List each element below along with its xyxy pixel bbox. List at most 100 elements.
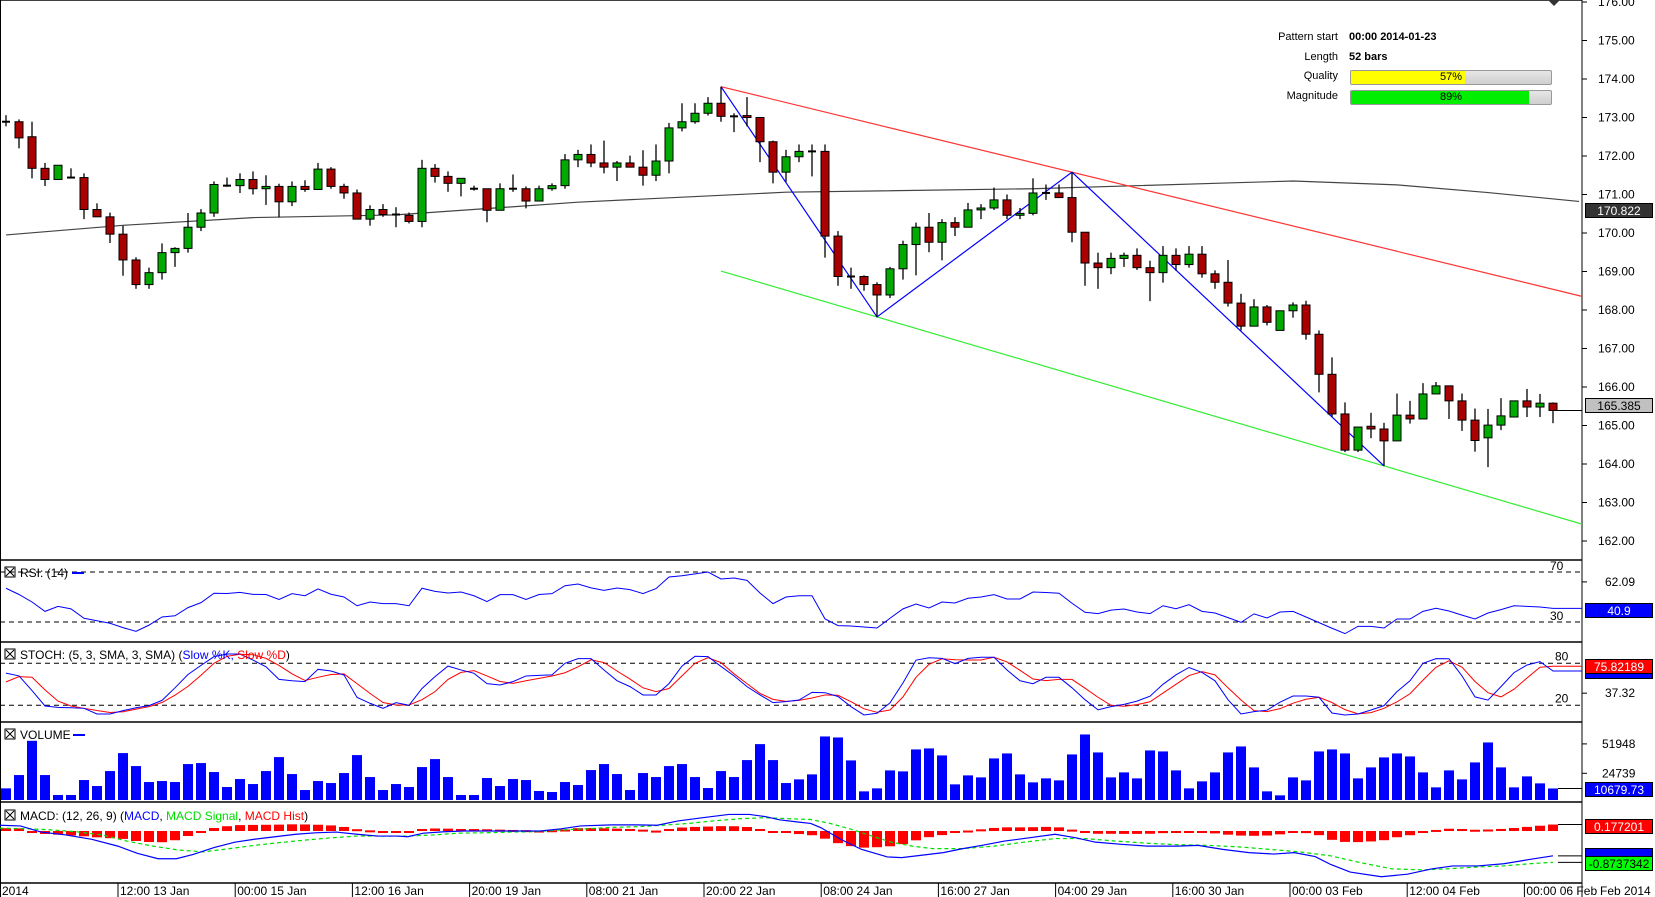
macd-hist-bar	[690, 826, 700, 831]
volume-bar	[768, 760, 778, 800]
candle-up	[1496, 415, 1506, 426]
candle-down	[742, 115, 752, 118]
macd-hist-bar	[14, 828, 24, 831]
macd-hist-bar	[157, 831, 167, 843]
candle-up	[495, 188, 505, 211]
magnitude-percent: 89%	[1439, 91, 1463, 103]
macd-hist-bar	[1327, 831, 1337, 840]
macd-hist-bar	[339, 826, 349, 831]
volume-value-box: 10679.73	[1585, 782, 1653, 797]
macd-sep: ,	[238, 809, 245, 823]
volume-bar	[963, 775, 973, 800]
volume-bar	[911, 749, 921, 800]
macd-hist-bar	[53, 831, 63, 835]
quality-percent: 57%	[1439, 71, 1463, 83]
volume-bar	[872, 788, 882, 800]
volume-bar	[378, 790, 388, 800]
volume-bar	[144, 782, 154, 800]
macd-hist-bar	[1522, 826, 1532, 831]
candle-up	[1119, 254, 1129, 259]
candle-up	[573, 153, 583, 161]
macd-hist-bar	[924, 831, 934, 838]
time-tick-label: 16:00 27 Jan	[940, 884, 1009, 897]
panel-menu-arrow-icon[interactable]	[1548, 0, 1560, 6]
volume-bar	[625, 790, 635, 800]
volume-bar	[950, 784, 960, 800]
volume-bar	[118, 753, 128, 800]
stoch-panel[interactable]: 80 20 37.32	[0, 649, 1635, 716]
macd-signal-value-box: -0.8737342	[1585, 856, 1653, 871]
close-panel-icon[interactable]	[4, 566, 16, 578]
length-value: 52 bars	[1349, 51, 1388, 63]
volume-bar	[1548, 788, 1558, 800]
quality-label: Quality	[1303, 70, 1338, 82]
volume-bar	[924, 748, 934, 800]
macd-hist-bar	[1405, 831, 1415, 836]
macd-hist-bar	[586, 828, 596, 831]
candle-down	[14, 121, 24, 139]
macd-hist-bar	[27, 831, 37, 833]
price-tick-label: 176.00	[1598, 0, 1635, 9]
volume-panel[interactable]: 51948 24739	[1, 734, 1636, 800]
volume-tick-label: 24739	[1602, 766, 1636, 780]
volume-bar	[1015, 774, 1025, 800]
macd-hist-bar	[1015, 827, 1025, 831]
stoch-header: STOCH: (5, 3, SMA, 3, SMA) (Slow %K, Slo…	[4, 648, 290, 662]
magnitude-label: Magnitude	[1286, 90, 1338, 102]
candle-down	[833, 235, 843, 278]
candle-up	[1015, 212, 1025, 216]
candle-down	[300, 185, 310, 190]
price-tick-label: 175.00	[1598, 34, 1635, 48]
macd-hist-bar	[859, 831, 869, 848]
close-panel-icon[interactable]	[4, 648, 16, 660]
macd-hist-bar	[443, 828, 453, 831]
volume-bar	[352, 755, 362, 800]
resistance-line	[720, 86, 1583, 297]
rsi-panel[interactable]: 70 30 62.09	[0, 559, 1635, 635]
macd-hist-bar	[66, 831, 76, 836]
macd-hist-bar	[1028, 827, 1038, 831]
macd-hist-bar	[326, 825, 336, 831]
candle-down	[1470, 419, 1480, 442]
price-panel[interactable]	[2, 86, 1583, 525]
candle-up	[1483, 424, 1493, 439]
volume-bar	[1236, 746, 1246, 800]
macd-hist-bar	[144, 831, 154, 842]
close-panel-icon[interactable]	[4, 728, 16, 740]
macd-hist-bar	[1418, 831, 1428, 833]
volume-bar	[1288, 777, 1298, 800]
candle-down	[1548, 402, 1558, 411]
candle-down	[274, 185, 284, 203]
stoch-k-legend: Slow %K	[182, 648, 230, 662]
macd-panel[interactable]	[0, 813, 1582, 878]
time-axis-end-label: Feb 2014	[1600, 884, 1651, 897]
candle-down	[1457, 400, 1467, 421]
candle-down	[521, 188, 531, 202]
macd-hist-bar	[612, 828, 622, 831]
candle-down	[1366, 425, 1376, 430]
macd-hist-bar	[404, 831, 414, 833]
macd-hist-bar	[183, 831, 193, 836]
macd-hist-bar	[820, 831, 830, 839]
volume-bar	[976, 777, 986, 800]
volume-bar	[183, 764, 193, 800]
rsi-header: RSI: (14)	[4, 566, 84, 580]
macd-hist-bar	[950, 831, 960, 833]
macd-hist-bar	[287, 824, 297, 831]
close-panel-icon[interactable]	[4, 809, 16, 821]
macd-hist-bar	[1340, 831, 1350, 842]
candle-down	[1171, 254, 1181, 266]
candle-up	[313, 168, 323, 190]
macd-hist-bar	[1210, 831, 1220, 834]
volume-bar	[326, 783, 336, 800]
macd-hist-bar	[1080, 831, 1090, 833]
volume-bar	[521, 780, 531, 800]
macd-hist-bar	[1535, 825, 1545, 831]
macd-hist-bar	[1353, 831, 1363, 843]
candle-down	[820, 150, 830, 237]
time-tick-label: 00:00 06 Feb	[1526, 884, 1597, 897]
volume-bar	[404, 787, 414, 800]
candle-down	[768, 141, 778, 173]
